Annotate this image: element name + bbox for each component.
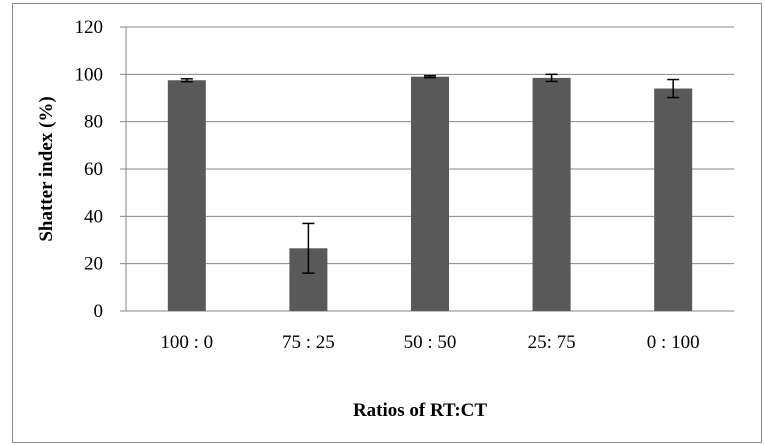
x-tick-labels: 100 : 0 75 : 25 50 : 50 25: 75 0 : 100 (160, 332, 699, 353)
x-axis-title: Ratios of RT:CT (353, 400, 487, 421)
error-bars (180, 73, 680, 274)
bar-4 (532, 77, 571, 311)
bars (167, 76, 693, 312)
x-tick-label: 75 : 25 (282, 332, 335, 353)
bar-3 (411, 76, 449, 311)
y-tick-label: 80 (84, 112, 103, 133)
y-tick-label: 20 (84, 254, 103, 275)
error-bar-2 (302, 222, 315, 274)
error-bar-5 (667, 78, 680, 99)
error-bar-3 (424, 75, 436, 79)
y-tick-label: 100 (75, 64, 104, 85)
bar-1 (167, 80, 206, 311)
bar-5 (654, 88, 693, 312)
y-tick-label: 60 (84, 159, 103, 180)
y-tick-label: 0 (94, 301, 104, 322)
gridlines (120, 26, 734, 312)
y-tick-labels: 0 20 40 60 80 100 120 (75, 17, 104, 322)
y-tick-label: 120 (75, 17, 104, 38)
error-bar-1 (180, 78, 193, 83)
error-bar-4 (545, 73, 558, 83)
x-tick-label: 0 : 100 (647, 332, 700, 353)
x-tick-label: 50 : 50 (404, 332, 457, 353)
y-axis-title: Shatter index (%) (36, 96, 57, 241)
x-tick-label: 100 : 0 (160, 332, 213, 353)
chart-frame (12, 3, 762, 443)
x-tick-label: 25: 75 (528, 332, 576, 353)
y-tick-label: 40 (84, 206, 103, 227)
